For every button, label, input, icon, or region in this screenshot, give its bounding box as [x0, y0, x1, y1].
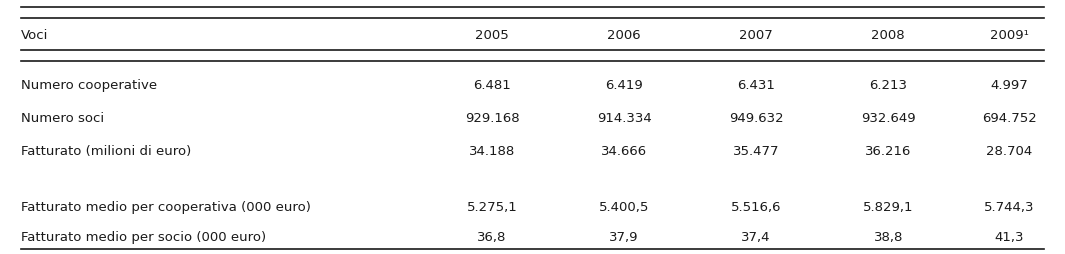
Text: Numero cooperative: Numero cooperative: [21, 79, 158, 91]
Text: 932.649: 932.649: [861, 112, 916, 124]
Text: 34.188: 34.188: [469, 145, 515, 157]
Text: 2009¹: 2009¹: [990, 29, 1029, 41]
Text: Voci: Voci: [21, 29, 49, 41]
Text: 5.829,1: 5.829,1: [863, 201, 914, 213]
Text: Fatturato medio per socio (000 euro): Fatturato medio per socio (000 euro): [21, 230, 266, 243]
Text: 5.400,5: 5.400,5: [599, 201, 650, 213]
Text: Fatturato (milioni di euro): Fatturato (milioni di euro): [21, 145, 192, 157]
Text: 6.419: 6.419: [605, 79, 643, 91]
Text: 5.744,3: 5.744,3: [984, 201, 1035, 213]
Text: 2007: 2007: [739, 29, 773, 41]
Text: 6.431: 6.431: [737, 79, 775, 91]
Text: 6.481: 6.481: [473, 79, 511, 91]
Text: Fatturato medio per cooperativa (000 euro): Fatturato medio per cooperativa (000 eur…: [21, 201, 311, 213]
Text: 4.997: 4.997: [990, 79, 1029, 91]
Text: 35.477: 35.477: [733, 145, 780, 157]
Text: 41,3: 41,3: [995, 230, 1025, 243]
Text: 2008: 2008: [871, 29, 905, 41]
Text: 949.632: 949.632: [728, 112, 784, 124]
Text: 5.275,1: 5.275,1: [466, 201, 518, 213]
Text: 2006: 2006: [607, 29, 641, 41]
Text: 6.213: 6.213: [869, 79, 907, 91]
Text: 929.168: 929.168: [464, 112, 520, 124]
Text: 694.752: 694.752: [982, 112, 1037, 124]
Text: Numero soci: Numero soci: [21, 112, 104, 124]
Text: 34.666: 34.666: [601, 145, 648, 157]
Text: 36.216: 36.216: [865, 145, 912, 157]
Text: 5.516,6: 5.516,6: [731, 201, 782, 213]
Text: 28.704: 28.704: [986, 145, 1033, 157]
Text: 37,4: 37,4: [741, 230, 771, 243]
Text: 914.334: 914.334: [596, 112, 652, 124]
Text: 2005: 2005: [475, 29, 509, 41]
Text: 38,8: 38,8: [873, 230, 903, 243]
Text: 37,9: 37,9: [609, 230, 639, 243]
Text: 36,8: 36,8: [477, 230, 507, 243]
